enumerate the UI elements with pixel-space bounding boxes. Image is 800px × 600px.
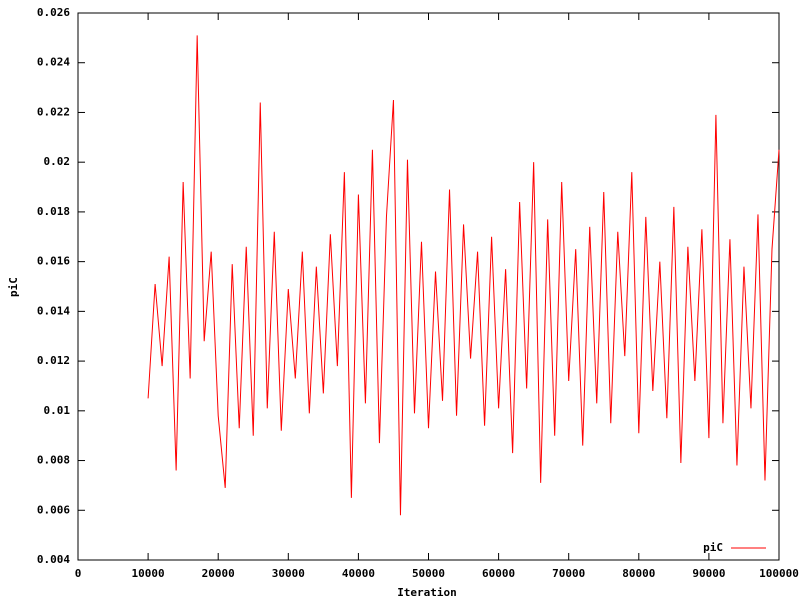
x-tick-label: 0 — [75, 567, 82, 580]
data-line — [147, 35, 780, 516]
x-tick-label: 40000 — [342, 567, 375, 580]
y-tick-label: 0.01 — [44, 404, 71, 417]
y-tick-label: 0.006 — [37, 503, 70, 516]
y-axis-label: piC — [7, 277, 20, 297]
legend-label: piC — [703, 541, 723, 554]
x-tick-label: 10000 — [132, 567, 165, 580]
y-tick-label: 0.022 — [37, 105, 70, 118]
plot-frame — [77, 12, 780, 561]
y-tick-label: 0.026 — [37, 6, 70, 19]
x-axis-label: Iteration — [397, 586, 457, 599]
y-tick-label: 0.02 — [44, 155, 71, 168]
y-tick-label: 0.024 — [37, 56, 70, 69]
y-tick-label: 0.016 — [37, 255, 70, 268]
x-tick-label: 60000 — [482, 567, 515, 580]
x-tick-label: 70000 — [552, 567, 585, 580]
x-tick-label: 50000 — [412, 567, 445, 580]
y-tick-label: 0.018 — [37, 205, 70, 218]
y-tick-label: 0.008 — [37, 454, 70, 467]
x-tick-label: 30000 — [272, 567, 305, 580]
x-tick-label: 80000 — [622, 567, 655, 580]
y-tick-label: 0.014 — [37, 304, 70, 317]
x-tick-label: 90000 — [692, 567, 725, 580]
y-tick-label: 0.004 — [37, 553, 70, 566]
y-tick-label: 0.012 — [37, 354, 70, 367]
x-tick-label: 20000 — [202, 567, 235, 580]
x-tick-label: 100000 — [759, 567, 799, 580]
